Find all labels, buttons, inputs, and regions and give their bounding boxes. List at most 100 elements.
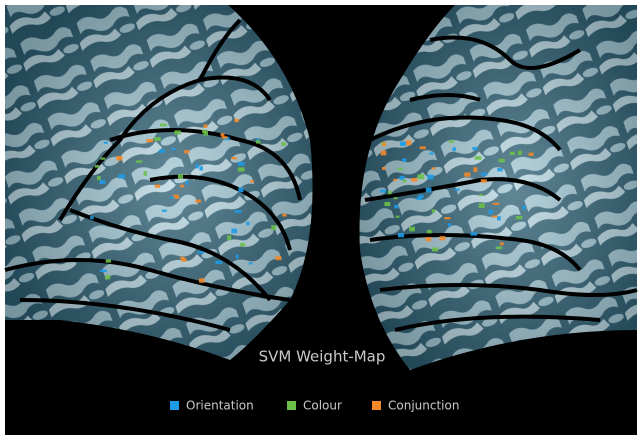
weight-blob bbox=[409, 226, 415, 232]
weight-blob bbox=[497, 216, 501, 221]
weight-blob bbox=[384, 202, 391, 207]
weight-blob bbox=[405, 140, 412, 146]
legend: Orientation Colour Conjunction bbox=[170, 399, 459, 413]
weight-blob bbox=[393, 178, 397, 182]
weight-blob bbox=[185, 180, 189, 185]
weight-blob bbox=[515, 215, 523, 220]
weight-blob bbox=[221, 136, 228, 139]
weight-blob bbox=[281, 142, 286, 146]
weight-blob bbox=[499, 242, 504, 246]
weight-blob bbox=[399, 175, 405, 181]
weight-blob bbox=[181, 258, 187, 262]
weight-blob bbox=[90, 216, 94, 220]
weight-blob bbox=[382, 142, 387, 147]
weight-blob bbox=[425, 187, 432, 193]
weight-blob bbox=[400, 141, 407, 147]
weight-blob bbox=[473, 167, 478, 173]
weight-blob bbox=[99, 180, 106, 185]
right-hemisphere bbox=[359, 5, 638, 370]
weight-blob bbox=[380, 150, 387, 156]
weight-blob bbox=[380, 189, 386, 193]
weight-blob bbox=[248, 262, 253, 265]
weight-blob bbox=[452, 147, 456, 152]
weight-blob bbox=[411, 177, 418, 182]
weight-blob bbox=[431, 167, 436, 170]
weight-blob bbox=[481, 172, 488, 176]
weight-blob bbox=[105, 259, 112, 263]
weight-blob bbox=[103, 141, 108, 144]
weight-blob bbox=[100, 269, 107, 273]
legend-swatch bbox=[287, 401, 296, 410]
weight-blob bbox=[395, 215, 400, 218]
weight-blob bbox=[479, 194, 483, 197]
weight-blob bbox=[199, 166, 204, 171]
weight-blob bbox=[177, 174, 184, 179]
weight-blob bbox=[454, 188, 460, 191]
weight-blob bbox=[160, 123, 167, 127]
weight-blob bbox=[397, 167, 403, 171]
weight-blob bbox=[448, 223, 452, 227]
weight-blob bbox=[179, 256, 185, 260]
weight-blob bbox=[146, 138, 154, 143]
weight-blob bbox=[402, 179, 407, 183]
weight-blob bbox=[197, 251, 204, 254]
weight-blob bbox=[136, 160, 143, 163]
weight-blob bbox=[256, 138, 260, 141]
left-hemisphere bbox=[4, 5, 313, 360]
weight-blobs bbox=[90, 118, 534, 283]
weight-blob bbox=[426, 229, 432, 234]
weight-blob bbox=[425, 237, 432, 242]
weight-blob bbox=[100, 157, 106, 160]
weight-blob bbox=[203, 131, 208, 136]
weight-blob bbox=[393, 197, 398, 200]
weight-blob bbox=[180, 184, 185, 188]
legend-swatch bbox=[170, 401, 179, 410]
weight-blob bbox=[271, 225, 277, 231]
weight-blob bbox=[118, 174, 125, 179]
weight-blob bbox=[154, 184, 160, 188]
weight-blob bbox=[431, 209, 436, 213]
weight-blob bbox=[495, 246, 503, 250]
weight-blob bbox=[419, 146, 426, 150]
weight-blob bbox=[199, 278, 205, 283]
legend-label: Colour bbox=[303, 399, 342, 413]
weight-blob bbox=[256, 140, 261, 144]
weight-blob bbox=[492, 202, 500, 205]
weight-blob bbox=[444, 217, 451, 220]
weight-blob bbox=[472, 146, 478, 151]
weight-blob bbox=[387, 190, 392, 195]
weight-blob bbox=[509, 151, 515, 156]
weight-blob bbox=[497, 168, 503, 172]
weight-blob bbox=[203, 124, 208, 128]
weight-blob bbox=[237, 161, 245, 166]
weight-blob bbox=[215, 260, 223, 264]
weight-blob bbox=[517, 150, 522, 156]
weight-blob bbox=[275, 256, 282, 261]
weight-blob bbox=[528, 152, 534, 156]
weight-blob bbox=[173, 194, 179, 199]
weight-blob bbox=[429, 152, 434, 155]
weight-blob bbox=[234, 210, 242, 213]
weight-blob bbox=[416, 197, 422, 201]
weight-blob bbox=[159, 149, 165, 153]
weight-blob bbox=[478, 203, 485, 209]
weight-blob bbox=[246, 221, 250, 226]
weight-blob bbox=[94, 165, 100, 168]
weight-blob bbox=[470, 232, 478, 236]
weight-blob bbox=[240, 243, 246, 247]
weight-blob bbox=[220, 133, 225, 137]
weight-blob bbox=[234, 118, 239, 123]
legend-label: Orientation bbox=[186, 399, 254, 413]
weight-blob bbox=[488, 209, 493, 215]
legend-label: Conjunction bbox=[388, 399, 459, 413]
weight-blob bbox=[432, 247, 439, 252]
weight-blob bbox=[184, 150, 190, 154]
weight-blob bbox=[464, 172, 471, 177]
weight-blob bbox=[170, 196, 175, 199]
weight-blob bbox=[195, 163, 199, 169]
weight-blob bbox=[116, 155, 123, 161]
weight-blob bbox=[382, 166, 386, 170]
figure-title: SVM Weight-Map bbox=[259, 348, 386, 366]
